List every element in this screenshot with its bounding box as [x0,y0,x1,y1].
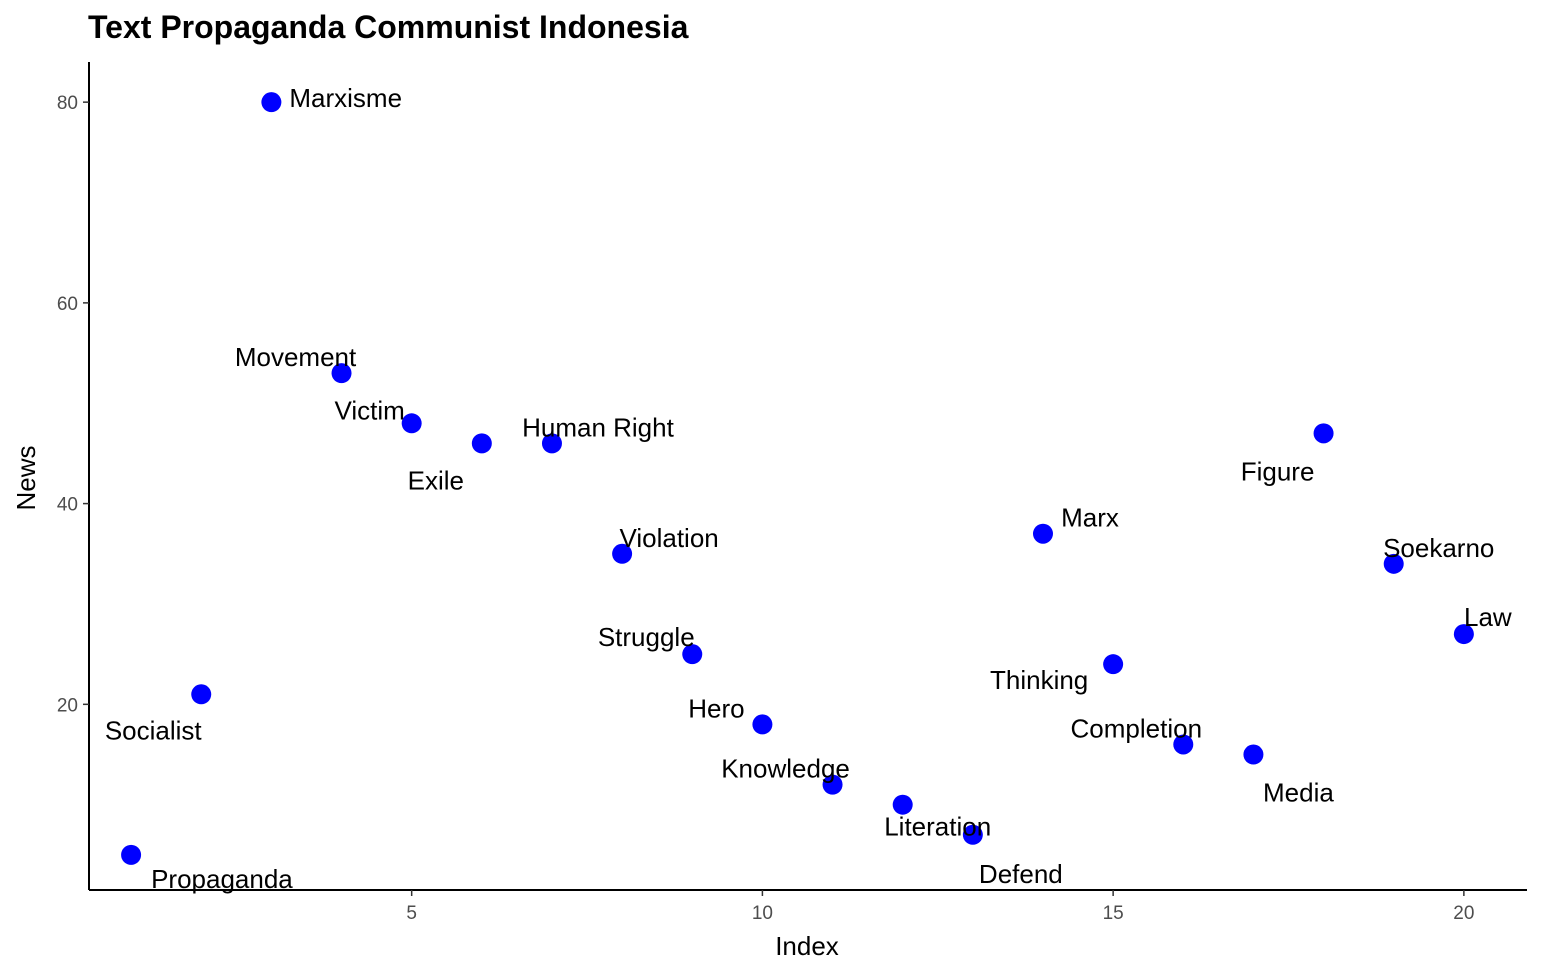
data-point [471,433,492,454]
point-label: Law [1464,602,1512,632]
data-point [1032,523,1053,544]
data-point [1173,734,1194,755]
point-label: Figure [1241,456,1315,486]
y-axis-title: News [11,445,41,510]
x-axis-title: Index [775,931,839,961]
x-tick-label: 20 [1453,903,1474,924]
data-point [1383,553,1404,574]
data-point [962,824,983,845]
data-point [331,363,352,384]
point-label: Knowledge [721,754,850,784]
point-label: Hero [688,693,744,723]
point-label: Completion [1071,713,1203,743]
x-tick-label: 15 [1103,903,1124,924]
point-label: Thinking [990,665,1088,695]
point-label: Socialist [105,715,203,745]
point-label: Media [1263,778,1334,808]
data-points [121,92,1474,865]
data-point [1453,624,1474,645]
point-label: Marx [1061,503,1119,533]
data-point [121,844,142,865]
data-point [822,774,843,795]
data-point [1243,744,1264,765]
x-tick-label: 5 [406,903,417,924]
point-label: Propaganda [151,864,293,894]
data-point [191,684,212,705]
data-point [892,794,913,815]
point-label: Struggle [598,622,695,652]
data-point [1313,423,1334,444]
chart-title: Text Propaganda Communist Indonesia [88,9,689,45]
point-label: Soekarno [1383,533,1494,563]
data-point [541,433,562,454]
data-point [1103,654,1124,675]
y-tick-label: 20 [57,695,78,716]
point-label: Victim [335,395,405,425]
point-label: Marxisme [289,83,402,113]
y-tick-label: 40 [57,495,78,516]
point-label: Human Right [522,412,675,442]
point-label: Literation [884,812,991,842]
axes: 5 10 15 20 20 40 60 80 [57,62,1527,924]
data-point [682,644,703,665]
point-label: Exile [408,465,464,495]
point-label: Movement [235,342,357,372]
data-point [261,92,282,113]
data-point [752,714,773,735]
x-tick-label: 10 [752,903,773,924]
point-labels: Propaganda Socialist Marxisme Movement Victi… [105,83,1512,894]
data-point [401,413,422,434]
point-label: Defend [979,859,1063,889]
data-point [612,543,633,564]
point-label: Violation [619,523,718,553]
y-tick-label: 60 [57,294,78,315]
y-tick-label: 80 [57,93,78,114]
